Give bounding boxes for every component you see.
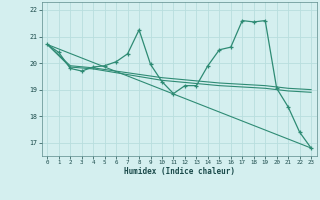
X-axis label: Humidex (Indice chaleur): Humidex (Indice chaleur) [124, 167, 235, 176]
